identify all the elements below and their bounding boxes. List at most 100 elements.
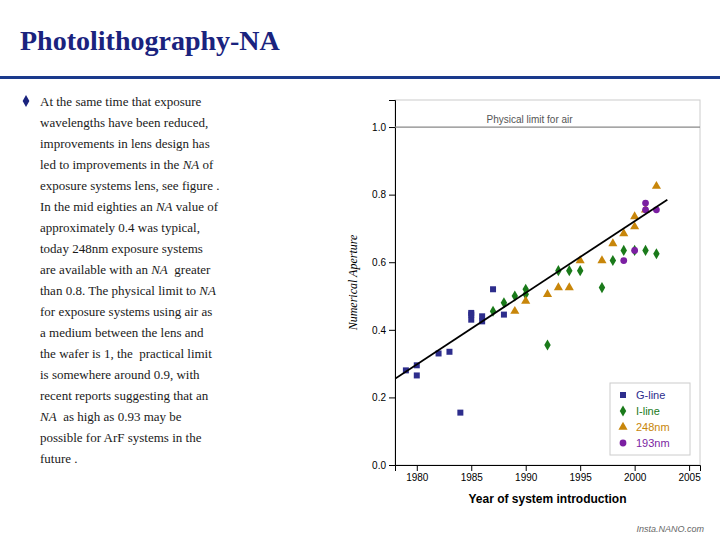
x-tick: 1985 [461,465,484,483]
x-axis-title: Year of system introduction [468,492,626,506]
body-line: led to improvements in the NA of [40,157,214,172]
y-tick-mark [389,195,395,196]
point [599,282,605,293]
legend-symbol [620,392,626,398]
legend-symbol [620,405,626,416]
legend-label: 248nm [636,421,670,433]
point [577,265,583,276]
trend-line [395,200,667,379]
body-line: future . [40,451,78,466]
point [521,296,530,304]
body-line: wavelengths have been reduced, [40,115,208,130]
x-tick-mark [526,465,527,471]
y-axis: 0.0 0.2 0.4 0.6 0.8 1.0 [372,101,395,471]
legend-item: I-line [620,405,660,417]
point [653,248,659,259]
x-tick: 2005 [678,465,701,483]
y-tick: 0.8 [372,189,395,200]
x-tick: 1990 [515,465,538,483]
title-rule [0,76,720,79]
legend-item: G-line [620,389,665,401]
body-line: a medium between the lens and [40,325,204,340]
x-tick-label: 1980 [406,472,429,483]
point [620,257,627,264]
point [490,286,496,292]
point [652,181,661,189]
point [565,282,574,290]
y-axis-line [389,101,396,466]
body-line: NA as high as 0.93 may be [39,409,182,424]
x-tick-label: 1995 [570,472,593,483]
point [642,200,649,207]
body-line: for exposure systems using air as [40,304,212,319]
point [544,339,550,350]
reference-line [395,126,700,127]
x-axis-line [396,466,701,472]
y-tick-label: 1.0 [372,122,386,133]
x-tick-label: 1985 [461,472,484,483]
body-line: approximately 0.4 was typical, [40,220,200,235]
x-tick-mark [689,465,690,471]
y-tick: 0.2 [372,392,395,403]
x-tick: 2000 [624,465,647,483]
legend-item: 248nm [618,421,669,433]
x-tick: 1980 [406,465,429,483]
x-tick-label: 1990 [515,472,538,483]
legend-box [610,383,690,455]
point [608,238,617,246]
body-line: improvements in lens design has [40,136,210,151]
legend-item: 193nm [620,437,670,449]
body-line: today 248nm exposure systems [40,241,203,256]
plot-marks [395,127,700,416]
y-tick-mark [389,127,395,128]
point [510,306,519,314]
body-line: possible for ArF systems in the [40,430,202,445]
x-tick-mark [471,465,472,471]
legend-label: 193nm [636,437,670,449]
x-tick-mark [417,465,418,471]
body-line: are available with an NA greater [40,262,211,277]
point [597,255,606,263]
point [468,312,474,318]
point [631,245,637,256]
legend-symbol [620,440,627,447]
y-tick-mark [389,262,395,263]
point [543,289,552,297]
body-line: In the mid eighties an NA value of [40,199,219,214]
plot-frame [395,100,700,465]
y-tick-mark [389,397,395,398]
slide: Photolithography-NA At the same time that… [0,0,720,540]
point [457,410,463,416]
x-axis: 1980 1985 1990 1995 2000 2005 [396,465,702,483]
body-line: is somewhere around 0.9, with [40,367,200,382]
point [642,245,648,256]
series-points [403,286,507,415]
y-tick: 0.4 [372,325,395,336]
point [446,349,452,355]
y-tick-mark [389,465,395,466]
y-tick: 1.0 [372,122,395,133]
body-line: At the same time that exposure [40,94,202,109]
series-points [510,181,661,314]
body-line: than 0.8. The physical limit to NA [40,283,216,298]
x-tick: 1995 [570,465,593,483]
y-tick-label: 0.0 [372,460,386,471]
legend-label: G-line [636,389,665,401]
reference-label: Physical limit for air [487,114,574,125]
x-tick-label: 2000 [624,472,647,483]
y-tick-label: 0.6 [372,257,386,268]
point [566,265,572,276]
title: Photolithography-NA [20,25,281,56]
x-tick-mark [635,465,636,471]
y-tick-mark [389,330,395,331]
chart: 1980 1985 1990 1995 2000 2005 0.0 0.2 0.4 0.6 0.8 1… [346,100,701,506]
legend-symbol [618,422,627,430]
point [631,247,638,254]
body-line: recent reports suggesting that an [40,388,209,403]
body-line: exposure systems lens, see figure . [40,178,219,193]
legend: G-line I-line 248nm 193nm [610,383,690,455]
body-line: the wafer is 1, the practical limit [40,346,212,361]
point [414,372,420,378]
legend-label: I-line [636,405,660,417]
x-tick-mark [580,465,581,471]
